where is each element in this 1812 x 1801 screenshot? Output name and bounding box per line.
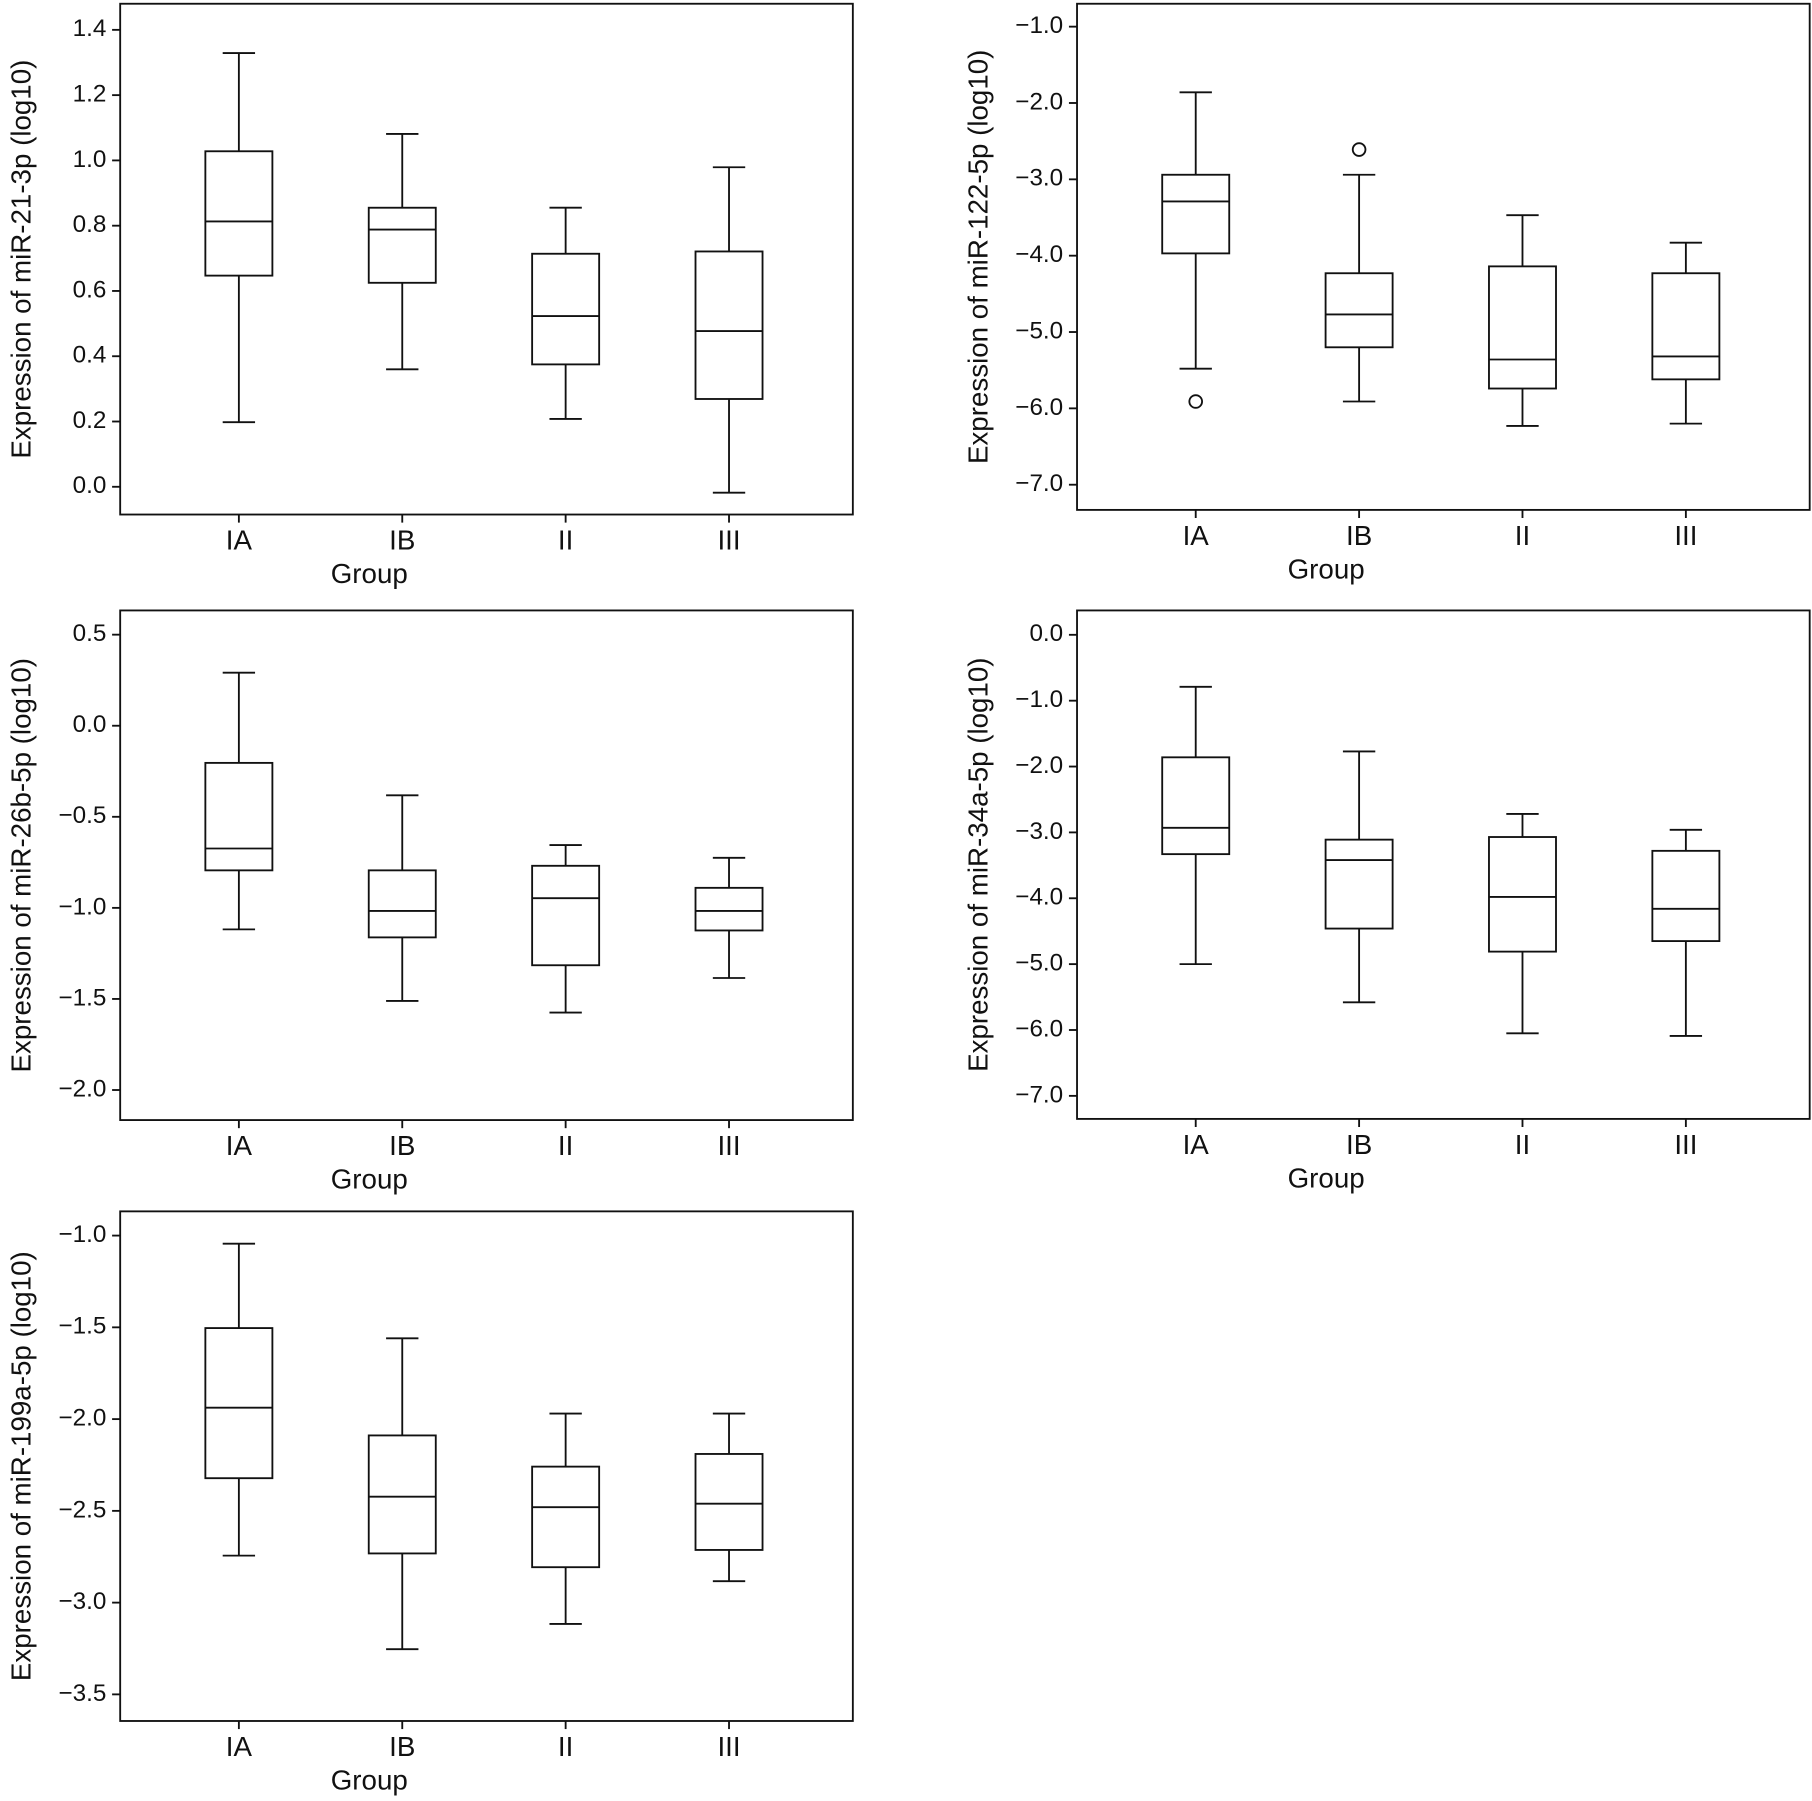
box <box>1488 265 1557 390</box>
y-tick-label: −1.5 <box>58 984 106 1011</box>
box <box>1161 173 1231 255</box>
y-axis-label: Expression of miR-21-3p (log10) <box>5 60 36 459</box>
box <box>204 1327 274 1480</box>
y-tick-label: 0.8 <box>73 211 107 238</box>
x-tick-label: III <box>1674 520 1697 551</box>
y-tick-label: −1.0 <box>1015 686 1063 713</box>
x-axis-label: Group <box>331 1164 408 1195</box>
y-tick-label: −6.0 <box>1015 394 1063 421</box>
outlier <box>1188 394 1204 409</box>
y-tick-label: −1.0 <box>58 893 106 920</box>
y-tick-label: −3.0 <box>1015 818 1063 845</box>
x-tick-label: IA <box>226 1130 253 1161</box>
plot-frame <box>119 1210 854 1722</box>
x-tick-label: II <box>558 1130 573 1161</box>
y-tick-label: −6.0 <box>1015 1015 1063 1042</box>
y-tick-label: 1.0 <box>73 146 107 173</box>
y-tick-label: −5.0 <box>1015 950 1063 977</box>
y-axis-label: Expression of miR-26b-5p (log10) <box>5 658 36 1072</box>
y-tick-label: −1.0 <box>1015 12 1063 39</box>
box <box>367 1434 437 1555</box>
x-tick-label: II <box>1515 1129 1530 1160</box>
y-tick-label: −1.0 <box>58 1221 106 1248</box>
y-tick-label: 0.5 <box>73 620 107 647</box>
y-tick-label: −4.0 <box>1015 241 1063 268</box>
box <box>694 250 764 400</box>
y-tick-label: 0.2 <box>73 407 107 434</box>
box <box>367 869 437 939</box>
y-tick-label: −7.0 <box>1015 1081 1063 1108</box>
x-axis-label: Group <box>331 558 408 589</box>
x-tick-label: IB <box>389 1731 415 1762</box>
box <box>1651 272 1721 381</box>
box <box>1324 838 1394 930</box>
outlier <box>1351 142 1367 157</box>
box <box>367 206 437 284</box>
box <box>694 1453 764 1551</box>
y-tick-label: −1.5 <box>58 1313 106 1340</box>
x-tick-label: IA <box>1183 1129 1210 1160</box>
y-tick-label: −3.0 <box>58 1588 106 1615</box>
y-tick-label: 0.0 <box>73 472 107 499</box>
box <box>1651 849 1721 943</box>
x-tick-label: III <box>1674 1129 1697 1160</box>
y-tick-label: −2.0 <box>58 1075 106 1102</box>
y-tick-label: −4.0 <box>1015 884 1063 911</box>
y-tick-label: 0.4 <box>73 342 107 369</box>
box <box>1324 272 1394 349</box>
x-tick-label: IA <box>1183 520 1210 551</box>
y-tick-label: 1.4 <box>73 15 107 42</box>
box <box>531 252 601 366</box>
x-tick-label: III <box>717 525 740 556</box>
x-tick-label: IA <box>226 1731 253 1762</box>
y-tick-label: −7.0 <box>1015 470 1063 497</box>
plot-frame <box>119 2 854 516</box>
y-tick-label: −2.0 <box>58 1405 106 1432</box>
plot-frame <box>119 609 854 1121</box>
y-tick-label: 0.0 <box>1029 620 1063 647</box>
y-tick-label: 0.6 <box>73 276 107 303</box>
x-tick-label: III <box>717 1130 740 1161</box>
box <box>694 886 764 932</box>
plot-frame <box>1076 609 1811 1120</box>
y-tick-label: −0.5 <box>58 802 106 829</box>
y-tick-label: −2.5 <box>58 1496 106 1523</box>
y-tick-label: −3.5 <box>58 1680 106 1707</box>
y-tick-label: −2.0 <box>1015 88 1063 115</box>
x-axis-label: Group <box>331 1765 408 1796</box>
y-tick-label: −5.0 <box>1015 317 1063 344</box>
y-tick-label: 0.0 <box>73 711 107 738</box>
x-tick-label: IB <box>389 1130 415 1161</box>
x-axis-label: Group <box>1288 1162 1365 1193</box>
x-tick-label: IB <box>389 525 415 556</box>
box <box>531 1465 601 1569</box>
box <box>1488 836 1557 953</box>
plot-frame <box>1076 2 1811 511</box>
x-tick-label: II <box>1515 520 1530 551</box>
x-tick-label: II <box>558 1731 573 1762</box>
x-tick-label: II <box>558 525 573 556</box>
x-tick-label: IB <box>1346 1129 1372 1160</box>
x-axis-label: Group <box>1288 553 1365 584</box>
box <box>531 864 601 967</box>
y-tick-label: 1.2 <box>73 81 107 108</box>
x-tick-label: IA <box>226 525 253 556</box>
y-tick-label: −2.0 <box>1015 752 1063 779</box>
x-tick-label: III <box>717 1731 740 1762</box>
box <box>1161 756 1231 856</box>
box <box>204 150 274 277</box>
y-tick-label: −3.0 <box>1015 165 1063 192</box>
y-axis-label: Expression of miR-199a-5p (log10) <box>5 1251 36 1681</box>
x-tick-label: IB <box>1346 520 1372 551</box>
y-axis-label: Expression of miR-122-5p (log10) <box>962 50 993 464</box>
y-axis-label: Expression of miR-34a-5p (log10) <box>962 657 993 1071</box>
box <box>204 761 274 872</box>
